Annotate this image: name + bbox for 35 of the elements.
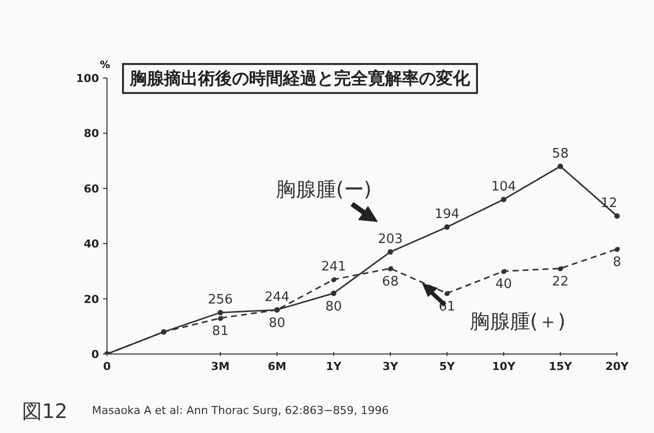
x-tick-label: 3M bbox=[211, 360, 230, 373]
annotation: 22 bbox=[552, 274, 569, 290]
x-tick-label: 5Y bbox=[439, 360, 456, 373]
x-tick-label: 15Y bbox=[548, 360, 573, 373]
y-tick-label: 100 bbox=[76, 72, 100, 85]
series-label: 胸腺腫(＋) bbox=[470, 308, 566, 335]
annotation: 80 bbox=[268, 316, 286, 331]
x-tick-label: 3Y bbox=[382, 360, 400, 373]
annotation: 68 bbox=[382, 274, 399, 290]
caption: 図12 bbox=[22, 398, 68, 425]
x-tick-label: 6M bbox=[268, 360, 286, 373]
y-axis-title: % bbox=[100, 60, 110, 71]
annotation: 80 bbox=[325, 299, 342, 314]
x-tick-label: 0 bbox=[103, 360, 112, 373]
annotation: 81 bbox=[212, 324, 229, 340]
y-tick-label: 80 bbox=[84, 127, 100, 140]
y-tick-label: 40 bbox=[84, 238, 100, 251]
y-tick-label: 60 bbox=[84, 182, 100, 196]
annotation: 8 bbox=[612, 255, 622, 270]
annotation: 241 bbox=[321, 259, 346, 274]
x-tick-label: 1Y bbox=[326, 360, 343, 373]
text: Masaoka A et al: Ann Thorac Surg, 62:863−859, 1996 bbox=[92, 404, 389, 417]
chart-title: 胸腺摘出術後の時間経過と完全寛解率の変化 bbox=[122, 63, 478, 94]
annotation: 40 bbox=[495, 277, 512, 292]
annotation: 104 bbox=[491, 179, 516, 194]
annotation: 256 bbox=[208, 292, 233, 308]
annotation: 244 bbox=[264, 290, 290, 305]
text: 胸腺腫(ー) bbox=[276, 176, 372, 203]
y-tick-label: 20 bbox=[84, 292, 100, 306]
annotation: 194 bbox=[434, 207, 460, 222]
annotation: 58 bbox=[552, 146, 569, 162]
annotation: 203 bbox=[378, 232, 403, 247]
y-tick-label: 0 bbox=[91, 348, 100, 361]
x-tick-label: 20Y bbox=[605, 360, 630, 373]
x-tick-label: 10Y bbox=[492, 360, 516, 373]
